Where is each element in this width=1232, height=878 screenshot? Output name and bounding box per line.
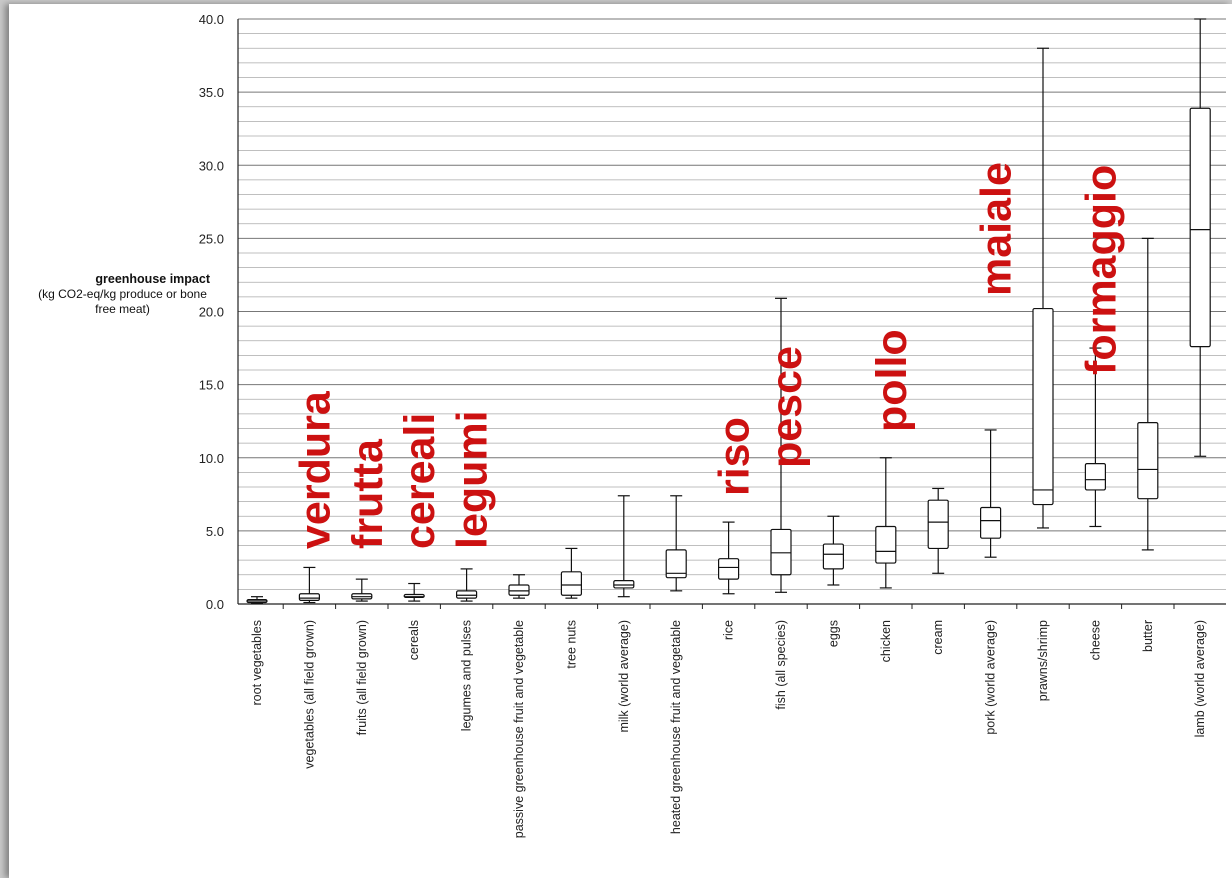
box-1 bbox=[298, 566, 320, 604]
y-tick-label: 30.0 bbox=[199, 158, 224, 173]
box-9 bbox=[717, 521, 740, 595]
x-category-label: pork (world average) bbox=[984, 620, 998, 735]
x-category-label: root vegetables bbox=[250, 620, 264, 705]
box-iqr bbox=[770, 528, 792, 576]
x-category-label: butter bbox=[1141, 620, 1155, 652]
box-15 bbox=[1032, 47, 1054, 529]
annotation-label: frutta bbox=[344, 438, 392, 549]
annotation-label: legumi bbox=[449, 410, 497, 549]
x-category-label: rice bbox=[722, 620, 736, 640]
x-category-label: milk (world average) bbox=[617, 620, 631, 733]
chart-panel bbox=[9, 4, 1232, 878]
box-iqr bbox=[560, 571, 583, 596]
y-tick-label: 40.0 bbox=[199, 12, 224, 27]
box-iqr bbox=[508, 584, 530, 596]
x-category-label: heated greenhouse fruit and vegetable bbox=[669, 620, 683, 834]
box-13 bbox=[927, 487, 949, 574]
x-category-label: fruits (all field grown) bbox=[355, 620, 369, 735]
box-iqr bbox=[1084, 463, 1107, 491]
x-category-label: legumes and pulses bbox=[460, 620, 474, 731]
box-iqr bbox=[1189, 107, 1211, 348]
x-category-label: prawns/shrimp bbox=[1036, 620, 1050, 701]
box-8 bbox=[665, 495, 687, 592]
y-axis-label: greenhouse impact (kg CO2-eq/kg produce … bbox=[0, 272, 210, 317]
x-category-label: tree nuts bbox=[564, 620, 578, 669]
annotation-label: pesce bbox=[763, 346, 811, 468]
annotation-label: pollo bbox=[868, 329, 916, 432]
y-tick-label: 25.0 bbox=[199, 231, 224, 246]
box-17 bbox=[1137, 237, 1159, 551]
y-tick-label: 0.0 bbox=[206, 597, 224, 612]
box-3 bbox=[403, 582, 425, 602]
x-category-label: eggs bbox=[826, 620, 840, 647]
box-5 bbox=[508, 574, 530, 599]
box-iqr bbox=[875, 525, 897, 564]
box-10 bbox=[770, 297, 792, 593]
annotation-label: formaggio bbox=[1077, 165, 1125, 375]
box-iqr bbox=[1032, 307, 1054, 506]
x-category-label: lamb (world average) bbox=[1193, 620, 1207, 737]
y-tick-label: 10.0 bbox=[199, 451, 224, 466]
annotation-label: cereali bbox=[396, 413, 444, 549]
y-tick-label: 35.0 bbox=[199, 85, 224, 100]
box-iqr bbox=[717, 558, 740, 580]
box-iqr bbox=[927, 499, 949, 550]
box-iqr bbox=[456, 590, 478, 599]
box-iqr bbox=[665, 549, 687, 579]
y-axis-subtitle: (kg CO2-eq/kg produce or bone free meat) bbox=[38, 287, 207, 316]
annotation-label: verdura bbox=[291, 390, 339, 549]
box-iqr bbox=[298, 593, 320, 601]
y-tick-label: 15.0 bbox=[199, 378, 224, 393]
box-12 bbox=[875, 457, 897, 589]
box-18 bbox=[1189, 18, 1211, 457]
box-2 bbox=[351, 578, 373, 602]
box-iqr bbox=[979, 506, 1002, 539]
box-11 bbox=[822, 515, 845, 586]
x-category-label: fish (all species) bbox=[774, 620, 788, 710]
box-iqr bbox=[822, 543, 845, 570]
box-iqr bbox=[1137, 422, 1159, 500]
x-category-label: chicken bbox=[879, 620, 893, 662]
box-4 bbox=[456, 568, 478, 602]
x-category-label: cheese bbox=[1088, 620, 1102, 660]
y-axis-title: greenhouse impact bbox=[95, 272, 210, 286]
y-tick-label: 20.0 bbox=[199, 305, 224, 320]
box-16 bbox=[1084, 347, 1107, 528]
x-category-label: cream bbox=[931, 620, 945, 655]
x-category-label: passive greenhouse fruit and vegetable bbox=[512, 620, 526, 838]
annotation-label: maiale bbox=[973, 162, 1021, 296]
box-14 bbox=[979, 429, 1002, 558]
box-iqr bbox=[613, 579, 635, 589]
y-tick-label: 5.0 bbox=[206, 524, 224, 539]
box-6 bbox=[560, 547, 583, 599]
x-category-label: vegetables (all field grown) bbox=[302, 620, 316, 769]
box-7 bbox=[613, 495, 635, 598]
box-0 bbox=[246, 596, 268, 604]
x-category-label: cereals bbox=[407, 620, 421, 660]
annotation-label: riso bbox=[711, 417, 759, 496]
